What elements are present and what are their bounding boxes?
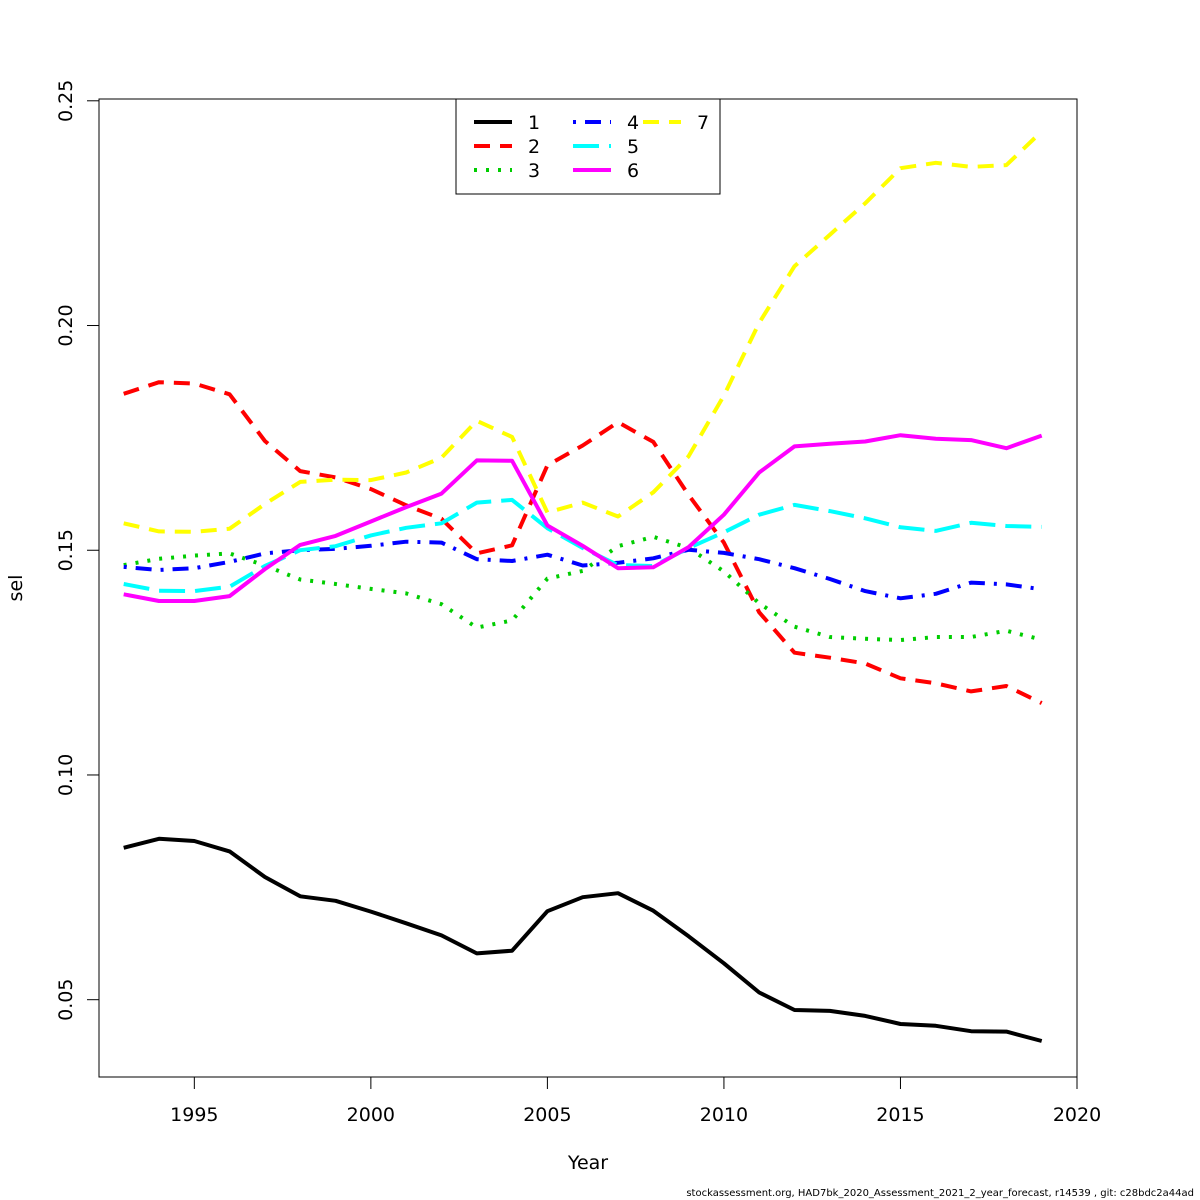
- y-tick-label: 0.20: [55, 304, 77, 346]
- y-axis: 0.05 0.10 0.15 0.20 0.25: [55, 80, 100, 1021]
- legend-label-6: 6: [627, 160, 639, 182]
- y-tick-label: 0.15: [55, 529, 77, 571]
- legend-label-2: 2: [528, 136, 540, 158]
- legend-label-1: 1: [528, 112, 540, 134]
- legend-label-5: 5: [627, 136, 639, 158]
- x-tick-label: 2000: [347, 1104, 395, 1126]
- footer-note: stockassessment.org, HAD7bk_2020_Assessm…: [686, 1188, 1194, 1199]
- y-axis-label: sel: [5, 575, 27, 602]
- legend-label-4: 4: [627, 112, 639, 134]
- y-tick-label: 0.10: [55, 754, 77, 796]
- series-line-3: [123, 534, 1043, 643]
- y-tick-label: 0.25: [55, 80, 77, 122]
- x-tick-label: 2010: [700, 1104, 748, 1126]
- x-tick-label: 2005: [523, 1104, 571, 1126]
- plot-lines: [123, 129, 1044, 1043]
- series-line-6: [123, 433, 1043, 603]
- legend: 123 456 7: [455, 98, 721, 195]
- series-line-4: [123, 539, 1042, 601]
- x-axis-label: Year: [567, 1152, 608, 1174]
- x-axis: 1995 2000 2005 2010 2015 2020: [170, 1076, 1101, 1126]
- x-tick-label: 1995: [170, 1104, 218, 1126]
- series-line-2: [123, 380, 1043, 705]
- legend-label-3: 3: [528, 160, 540, 182]
- series-line-7: [123, 129, 1044, 534]
- legend-label-7: 7: [697, 112, 709, 134]
- x-tick-label: 2015: [876, 1104, 924, 1126]
- x-tick-label: 2020: [1053, 1104, 1101, 1126]
- series-line-1: [123, 836, 1043, 1043]
- y-tick-label: 0.05: [55, 979, 77, 1021]
- plot-frame: [98, 98, 1078, 1078]
